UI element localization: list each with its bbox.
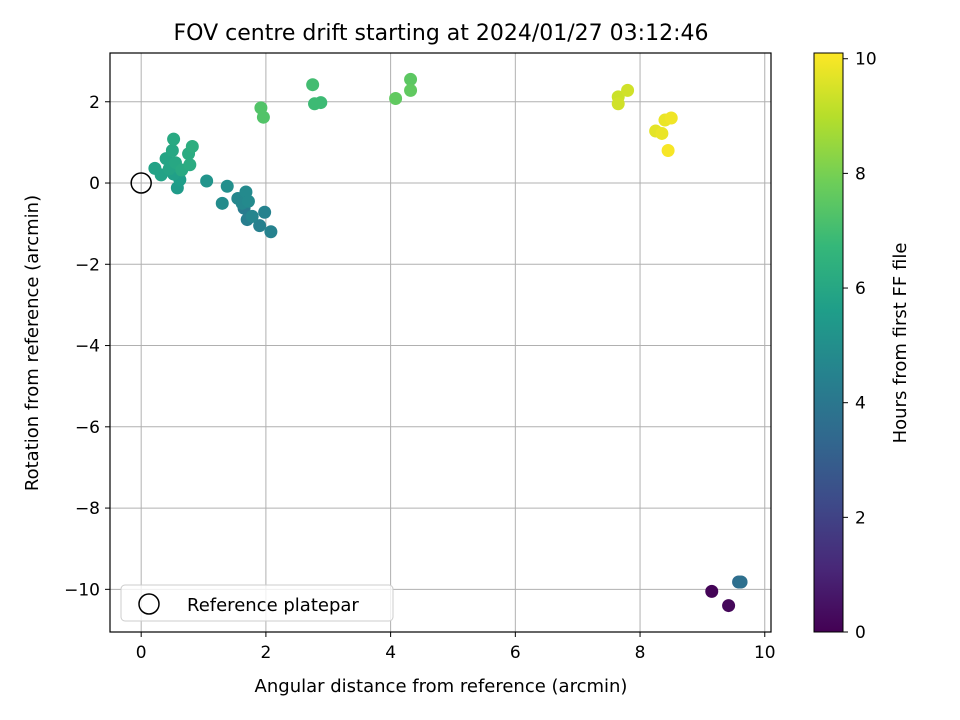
legend-reference-marker <box>138 593 160 615</box>
colorbar-tick-label: 10 <box>855 50 877 70</box>
data-point <box>256 110 270 124</box>
data-point <box>722 599 736 613</box>
x-tick-label: 4 <box>385 643 396 663</box>
data-points <box>130 72 748 613</box>
data-point <box>253 219 267 233</box>
y-tick-label: −4 <box>75 337 100 357</box>
data-point <box>165 144 179 158</box>
y-tick-label: 2 <box>89 93 100 113</box>
colorbar-tick-label: 0 <box>855 623 866 643</box>
y-tick-label: −6 <box>75 418 100 438</box>
legend-entry-reference-platepar: Reference platepar <box>187 595 359 616</box>
x-tick-label: 2 <box>260 643 271 663</box>
data-point <box>167 132 181 146</box>
colorbar-tick-label: 4 <box>855 394 866 414</box>
data-point <box>306 78 320 92</box>
x-tick-label: 0 <box>136 643 147 663</box>
grid <box>110 53 771 632</box>
data-point <box>314 96 328 110</box>
data-point <box>404 83 418 97</box>
plot-frame <box>109 52 772 633</box>
x-tick-label: 10 <box>754 643 776 663</box>
data-point <box>215 196 229 210</box>
chart-title: FOV centre drift starting at 2024/01/27 … <box>174 21 709 46</box>
x-tick-label: 8 <box>635 643 646 663</box>
y-axis-label: Rotation from reference (arcmin) <box>22 195 43 491</box>
reference-platepar-marker <box>130 172 152 194</box>
y-tick-label: −2 <box>75 255 100 275</box>
data-point <box>404 72 418 86</box>
data-point <box>220 179 234 193</box>
y-tick-label: −10 <box>64 580 100 600</box>
x-tick-label: 6 <box>510 643 521 663</box>
colorbar-label: Hours from first FF file <box>890 243 911 444</box>
data-point <box>705 584 719 598</box>
data-point <box>621 83 635 97</box>
colorbar-ticks: 0 2 4 6 8 10 <box>843 50 877 643</box>
axes <box>109 52 772 633</box>
data-point <box>661 144 675 158</box>
colorbar: 0 2 4 6 8 10 Hours from first FF file <box>813 50 911 643</box>
x-ticks: 0 2 4 6 8 10 <box>136 632 776 663</box>
data-point <box>245 209 259 223</box>
data-point <box>148 161 162 175</box>
x-axis-label: Angular distance from reference (arcmin) <box>255 676 628 697</box>
data-point <box>241 194 255 208</box>
data-point <box>183 158 197 172</box>
data-point <box>664 111 678 125</box>
y-ticks: −10 −8 −6 −4 −2 0 2 <box>64 93 110 600</box>
colorbar-tick-label: 2 <box>855 508 866 528</box>
y-tick-label: 0 <box>89 174 100 194</box>
data-point <box>185 139 199 153</box>
data-point <box>734 575 748 589</box>
legend-box <box>120 584 394 622</box>
colorbar-tick-label: 8 <box>855 164 866 184</box>
y-tick-label: −8 <box>75 499 100 519</box>
data-point <box>258 205 272 219</box>
data-point <box>611 97 625 111</box>
data-point <box>200 174 214 188</box>
data-point <box>389 92 403 106</box>
colorbar-tick-label: 6 <box>855 279 866 299</box>
colorbar-gradient <box>813 52 844 633</box>
data-point <box>655 126 669 140</box>
data-point <box>264 225 278 239</box>
legend: Reference platepar <box>120 584 394 622</box>
